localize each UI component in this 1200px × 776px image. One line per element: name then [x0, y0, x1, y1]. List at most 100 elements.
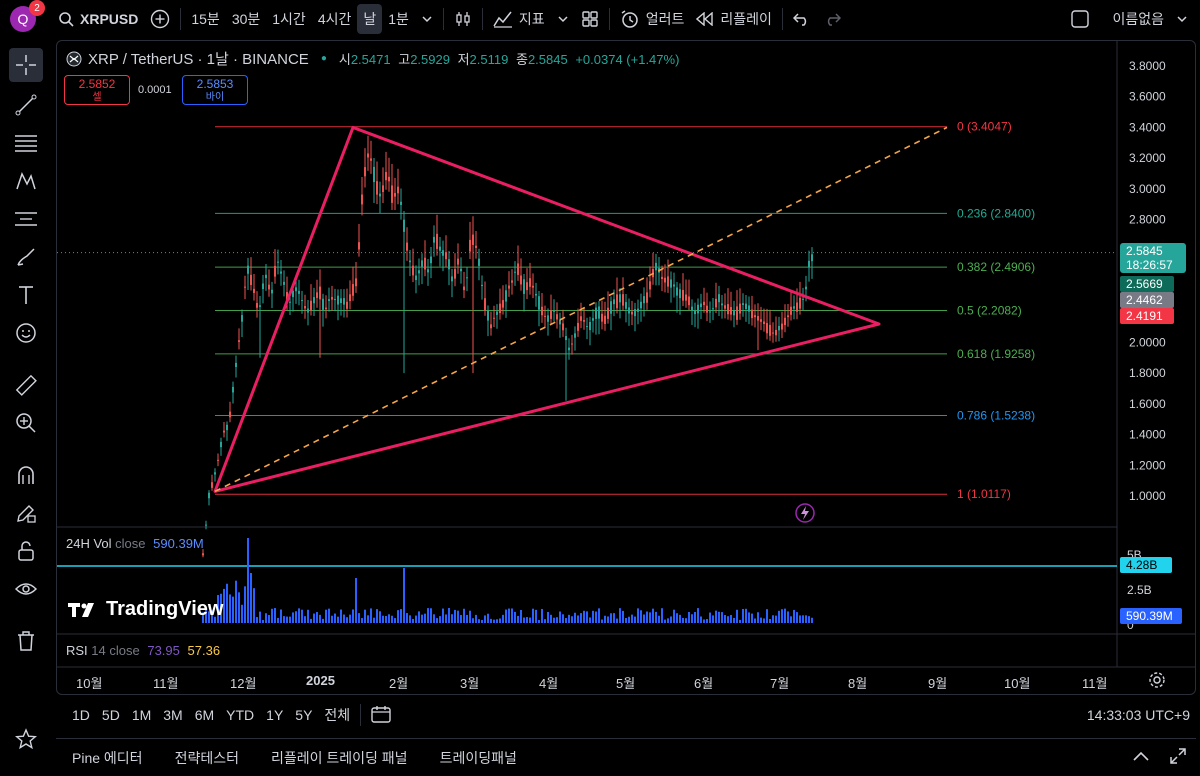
candle-body — [421, 260, 423, 267]
expand-panel-button[interactable] — [1122, 750, 1160, 765]
chart-settings-button[interactable] — [1148, 671, 1166, 692]
tab-trading-panel[interactable]: 트레이딩패널 — [439, 749, 517, 766]
candle-body — [715, 298, 717, 308]
forecast-tool[interactable] — [9, 202, 43, 236]
range-1y[interactable]: 1Y — [266, 707, 284, 723]
layout-toggle[interactable] — [1064, 4, 1096, 34]
fib-tool[interactable] — [9, 126, 43, 160]
sell-button[interactable]: 2.5852 셀 — [64, 75, 130, 105]
goto-date-button[interactable] — [365, 705, 397, 726]
candle-body — [508, 285, 510, 289]
indicators-label: 지표 — [518, 11, 545, 27]
candle-body — [556, 314, 558, 320]
price-axis-label: 3.0000 — [1129, 182, 1166, 196]
text-icon — [19, 286, 33, 304]
maximize-panel-button[interactable] — [1160, 748, 1196, 767]
interval-30m[interactable]: 30분 — [231, 11, 261, 27]
candle-body — [523, 279, 525, 294]
chart-type-button[interactable] — [448, 4, 478, 34]
tab-pine-editor[interactable]: Pine 에디터 — [72, 749, 143, 766]
indicators-button[interactable]: 지표 — [487, 4, 551, 34]
symbol-search[interactable]: XRPUSD — [52, 4, 144, 34]
lock-drawings-tool[interactable] — [9, 534, 43, 568]
plus-circle-icon — [151, 9, 170, 29]
volume-bar — [670, 616, 672, 623]
range-ytd[interactable]: YTD — [226, 707, 255, 723]
range-5y[interactable]: 5Y — [295, 707, 313, 723]
indicators-dropdown[interactable] — [551, 4, 575, 34]
templates-button[interactable] — [575, 4, 605, 34]
brush-tool[interactable] — [9, 240, 43, 274]
time-axis-label: 11월 — [153, 676, 179, 691]
volume-bar — [760, 617, 762, 623]
lightning-event-icon[interactable] — [795, 503, 815, 526]
candle-body — [265, 274, 267, 279]
range-3m[interactable]: 3M — [163, 707, 183, 723]
candle-body — [763, 321, 765, 324]
divider — [481, 8, 483, 30]
tab-strategy-tester[interactable]: 전략테스터 — [174, 749, 239, 766]
candle-body — [736, 306, 738, 320]
magnet-tool[interactable] — [9, 458, 43, 492]
range-all[interactable]: 전체 — [324, 707, 351, 723]
compare-symbol-button[interactable] — [144, 4, 176, 34]
zoom-tool[interactable] — [9, 406, 43, 440]
range-1d[interactable]: 1D — [72, 707, 90, 723]
volume-legend[interactable]: 24H Vol close 590.39M — [66, 536, 204, 551]
tab-replay-trading[interactable]: 리플레이 트레이딩 패널 — [270, 749, 408, 766]
volume-bar — [490, 618, 492, 623]
pattern-tool[interactable] — [9, 164, 43, 198]
chart-canvas[interactable]: 3.80003.60003.40003.20003.00002.80002.60… — [57, 41, 1196, 695]
candle-body — [592, 318, 594, 321]
crosshair-tool[interactable] — [9, 48, 43, 82]
buy-button[interactable]: 2.5853 바이 — [182, 75, 248, 105]
text-tool[interactable] — [9, 278, 43, 312]
layout-name[interactable]: 이름없음 — [1112, 11, 1164, 27]
volume-bar — [352, 609, 354, 623]
candle-body — [382, 185, 384, 192]
volume-bar — [373, 617, 375, 623]
volume-bar — [604, 615, 606, 623]
volume-axis-label: 2.5B — [1127, 583, 1152, 597]
range-1m[interactable]: 1M — [131, 707, 152, 723]
hide-drawings-tool[interactable] — [9, 572, 43, 606]
remove-drawings-tool[interactable] — [9, 624, 43, 658]
replay-button[interactable]: 리플레이 — [690, 4, 778, 34]
trend-line-tool[interactable] — [9, 88, 43, 122]
fib-level-label: 0.382 (2.4906) — [957, 260, 1035, 274]
zoom-in-icon — [16, 413, 36, 433]
alert-button[interactable]: 얼러트 — [614, 4, 691, 34]
ruler-tool[interactable] — [9, 368, 43, 402]
interval-1m[interactable]: 1분 — [388, 11, 409, 27]
interval-15m[interactable]: 15분 — [191, 11, 220, 27]
range-5d[interactable]: 5D — [101, 707, 120, 723]
user-avatar[interactable]: Q 2 — [10, 0, 45, 32]
undo-button[interactable] — [787, 4, 817, 34]
volume-bar — [370, 608, 372, 623]
favorites-tool[interactable] — [9, 722, 43, 756]
interval-1h[interactable]: 1시간 — [272, 11, 306, 27]
volume-bar — [586, 611, 588, 623]
clock-timezone[interactable]: 14:33:03 UTC+9 — [1086, 707, 1190, 723]
candle-body — [334, 299, 336, 301]
layout-dropdown[interactable] — [1170, 4, 1194, 34]
interval-1d[interactable]: 날 — [357, 4, 383, 34]
time-axis[interactable]: 10월 11월 12월 2025 2월 3월 4월 5월 6월 7월 8월 9월 10월 11월 — [56, 668, 1116, 694]
symbol-title[interactable]: XRP / TetherUS · 1날 · BINANCE — [88, 51, 309, 68]
redo-button[interactable] — [817, 4, 847, 34]
interval-4h[interactable]: 4시간 — [317, 11, 352, 27]
range-6m[interactable]: 6M — [194, 707, 215, 723]
avatar-letter: Q — [17, 11, 29, 27]
candle-body — [493, 317, 495, 319]
top-toolbar: Q 2 XRPUSD 15분 30분 1시간 4시간 날 1분 지표 얼러트 리… — [0, 0, 1200, 38]
volume-bar — [664, 619, 666, 623]
chart-pane[interactable]: 3.80003.60003.40003.20003.00002.80002.60… — [56, 40, 1196, 695]
stay-drawing-tool[interactable] — [9, 496, 43, 530]
volume-bar — [451, 614, 453, 623]
volume-bar — [412, 618, 414, 623]
bottom-panel: Pine 에디터 전략테스터 리플레이 트레이딩 패널 트레이딩패널 — [56, 738, 1196, 776]
pencil-lock-icon — [17, 505, 36, 523]
emoji-tool[interactable] — [9, 316, 43, 350]
rsi-legend[interactable]: RSI 14 close 73.95 57.36 — [66, 643, 221, 658]
interval-dropdown[interactable] — [415, 4, 439, 34]
